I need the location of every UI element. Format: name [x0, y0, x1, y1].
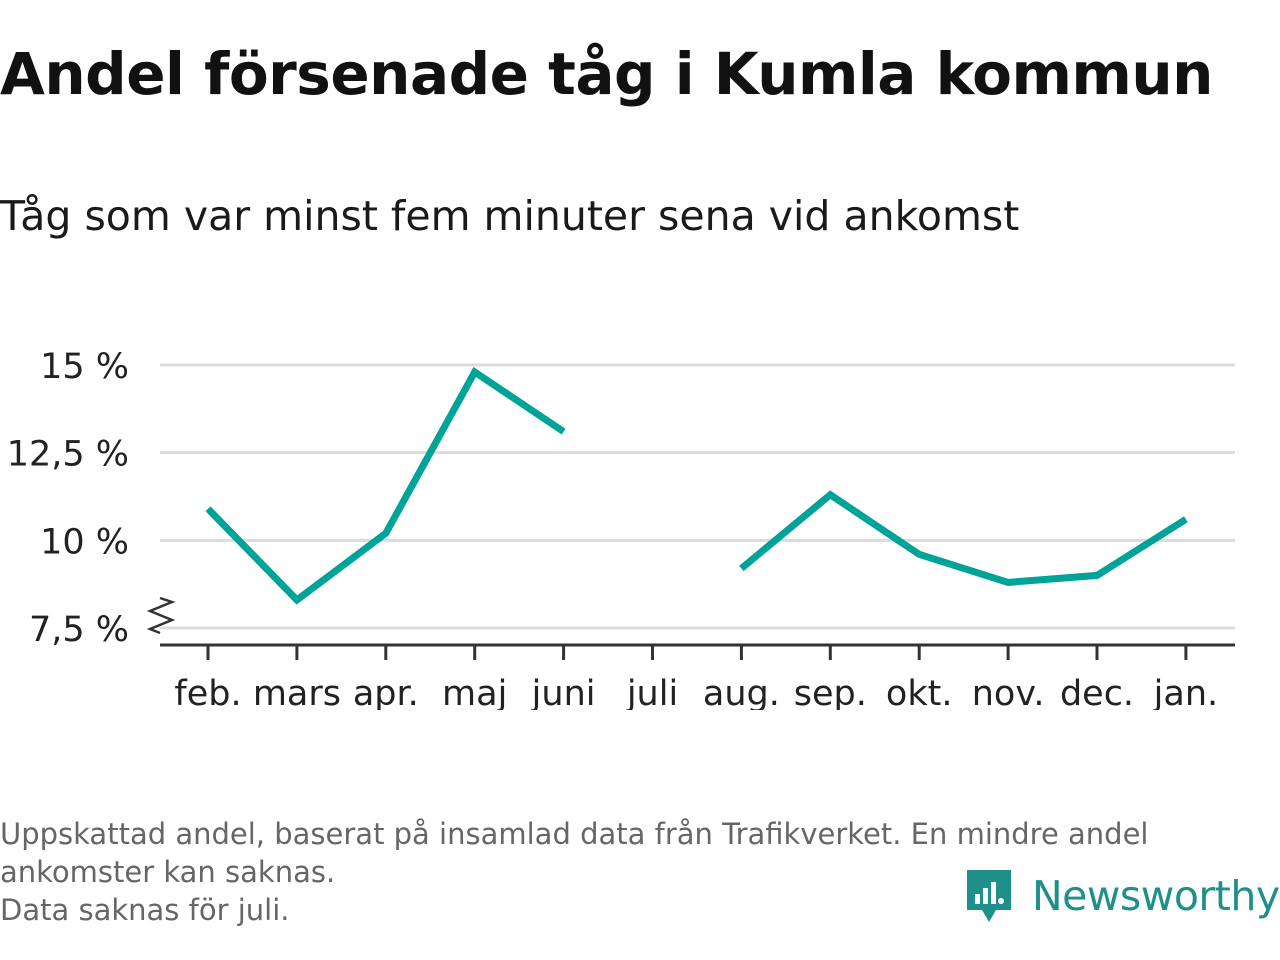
newsworthy-chart-icon [967, 870, 1011, 922]
chart-title: Andel försenade tåg i Kumla kommun [0, 40, 1213, 108]
x-tick-label: apr. [353, 674, 419, 710]
x-tick-label: juli [626, 674, 678, 710]
x-axis-labels: feb. mars apr. maj juni juli aug. sep. okt. nov. d… [174, 674, 1218, 710]
logo-text: Newsworthy [1032, 872, 1280, 920]
y-axis-labels: 7,5 % 10 % 12,5 % 15 % [7, 347, 129, 650]
y-tick-label: 12,5 % [7, 435, 129, 475]
gridlines [160, 363, 1235, 630]
x-tick-label: sep. [794, 674, 867, 710]
line-chart: 7,5 %10 %12,5 %15 % feb. mars apr. maj juni j… [7, 347, 1235, 710]
y-tick-label: 7,5 % [29, 610, 129, 650]
footnote-line-1: Uppskattad andel, baserat på insamlad da… [0, 817, 1149, 851]
footnote: Uppskattad andel, baserat på insamlad da… [0, 815, 1270, 929]
x-tick-label: maj [442, 674, 507, 710]
series-line-segment-0 [205, 366, 566, 605]
footnote-line-2: ankomster kan saknas. [0, 855, 336, 889]
x-axis [146, 596, 1235, 660]
series-lines [205, 366, 1188, 605]
x-tick-label: nov. [972, 674, 1045, 710]
axis-break-icon [146, 596, 176, 635]
x-tick-label: jan. [1153, 674, 1218, 710]
x-tick-label: feb. [174, 674, 241, 710]
newsworthy-logo: Newsworthy [964, 866, 1280, 926]
x-tick-label: okt. [886, 674, 953, 710]
y-tick-label: 10 % [40, 522, 129, 562]
footnote-line-3: Data saknas för juli. [0, 893, 290, 927]
x-tick-label: mars [253, 674, 341, 710]
x-tick-label: dec. [1060, 674, 1134, 710]
x-tick-label: juni [531, 674, 596, 710]
y-tick-label: 15 % [40, 347, 129, 387]
x-tick-label: aug. [703, 674, 780, 710]
chart-subtitle: Tåg som var minst fem minuter sena vid a… [0, 192, 1020, 240]
series-line-segment-1 [739, 490, 1188, 586]
